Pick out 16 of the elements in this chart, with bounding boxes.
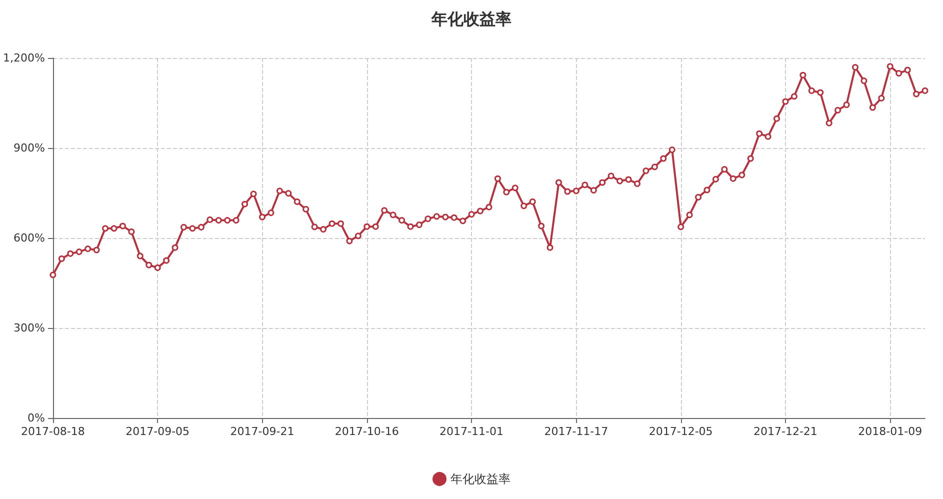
x-tick-label: 2017-12-21 xyxy=(754,425,818,438)
chart-title: 年化收益率 xyxy=(430,10,512,28)
x-tick-label: 2018-01-09 xyxy=(858,425,922,438)
x-tick-label: 2017-09-05 xyxy=(126,425,190,438)
x-tick-label: 2017-11-17 xyxy=(544,425,608,438)
y-tick-label: 0% xyxy=(27,412,45,424)
x-tick-label: 2017-08-18 xyxy=(20,425,85,438)
legend-label: 年化收益率 xyxy=(450,472,510,486)
y-tick-label: 900% xyxy=(13,142,45,154)
x-tick-label: 2017-12-05 xyxy=(648,425,713,438)
x-tick-label: 2017-11-01 xyxy=(440,425,504,438)
y-tick-label: 300% xyxy=(13,322,45,334)
x-tick-label: 2017-10-16 xyxy=(334,425,399,438)
y-tick-label: 600% xyxy=(13,232,45,244)
y-tick-label: 1,200% xyxy=(2,52,45,64)
x-tick-label: 2017-09-21 xyxy=(230,425,294,438)
